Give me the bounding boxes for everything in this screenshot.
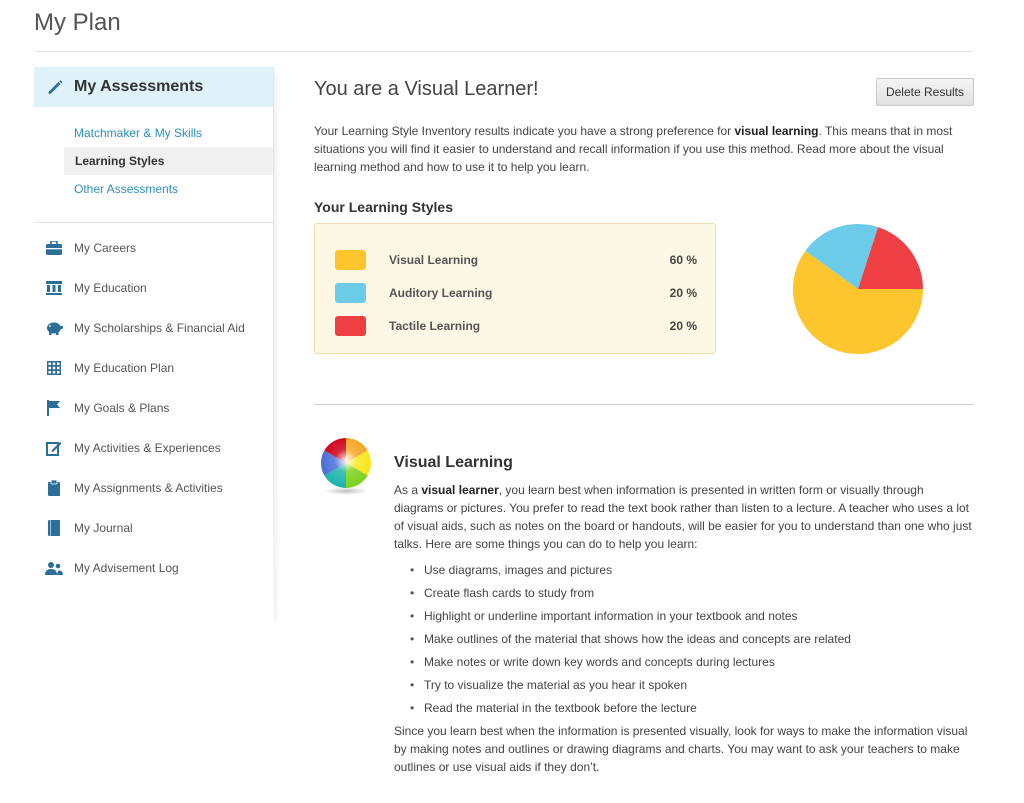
legend-swatch — [335, 283, 366, 303]
sidebar-nav: My Careers My Education My Scholarships … — [34, 228, 274, 588]
sidebar-item-label: My Education — [74, 281, 147, 295]
visual-learning-summary: Since you learn best when the informatio… — [394, 724, 968, 774]
delete-results-button[interactable]: Delete Results — [876, 78, 974, 106]
result-title: You are a Visual Learner! — [314, 78, 539, 100]
sidebar-item-my-advisement-log[interactable]: My Advisement Log — [34, 548, 274, 588]
sidebar-item-my-education-plan[interactable]: My Education Plan — [34, 348, 274, 388]
pie-slice — [793, 250, 923, 354]
sidebar-item-label: My Assignments & Activities — [74, 481, 223, 495]
assessment-subnav: Matchmaker & My Skills Learning Styles O… — [64, 119, 274, 203]
edit-icon — [45, 439, 63, 457]
sidebar-item-label: My Careers — [74, 241, 137, 255]
legend-label: Visual Learning — [389, 253, 479, 267]
description-emphasis: visual learner — [421, 483, 499, 497]
intro-text-end: . This means that in most situations you… — [314, 124, 953, 174]
legend-swatch — [335, 250, 366, 270]
legend-label: Tactile Learning — [389, 319, 481, 333]
sidebar-item-label: My Journal — [74, 521, 133, 535]
sidebar-item-label: My Education Plan — [74, 361, 175, 375]
book-icon — [45, 519, 63, 537]
sidebar: My Assessments Matchmaker & My Skills Le… — [34, 67, 274, 627]
sidebar-item-my-goals[interactable]: My Goals & Plans — [34, 388, 274, 428]
sidebar-item-label: My Goals & Plans — [74, 401, 170, 415]
subnav-matchmaker[interactable]: Matchmaker & My Skills — [74, 126, 203, 140]
visual-learning-description: As a visual learner, you learn best when… — [394, 481, 974, 553]
list-item: Read the material in the textbook before… — [410, 699, 970, 722]
legend-value: 60 % — [669, 253, 697, 267]
learning-styles-pie-chart — [793, 224, 923, 354]
sidebar-header-my-assessments[interactable]: My Assessments — [34, 67, 274, 107]
page-title: My Plan — [34, 9, 121, 36]
legend-row: Auditory Learning 20 % — [335, 282, 697, 304]
building-icon — [45, 279, 63, 297]
sidebar-item-my-activities[interactable]: My Activities & Experiences — [34, 428, 274, 468]
color-wheel-icon — [321, 438, 371, 495]
legend-label: Auditory Learning — [389, 286, 493, 300]
description-text-end: , you learn best when information is pre… — [394, 483, 972, 551]
subnav-learning-styles[interactable]: Learning Styles — [64, 147, 274, 175]
pie-slice — [858, 227, 923, 289]
legend-row: Tactile Learning 20 % — [335, 315, 697, 337]
sidebar-item-label: My Scholarships & Financial Aid — [74, 321, 245, 335]
intro-emphasis: visual learning — [734, 124, 819, 138]
users-icon — [45, 559, 63, 577]
legend-value: 20 % — [669, 286, 697, 300]
list-item: Use diagrams, images and pictures — [410, 561, 970, 584]
subnav-other-assessments[interactable]: Other Assessments — [74, 182, 179, 196]
legend-value: 20 % — [669, 319, 697, 333]
clipboard-icon — [45, 479, 63, 497]
list-item: Try to visualize the material as you hea… — [410, 676, 970, 699]
briefcase-icon — [45, 239, 63, 257]
sidebar-item-label: My Advisement Log — [74, 561, 179, 575]
intro-text: Your Learning Style Inventory results in… — [314, 124, 735, 138]
legend-swatch — [335, 316, 366, 336]
list-item: Make notes or write down key words and c… — [410, 653, 970, 676]
piggy-bank-icon — [45, 319, 63, 337]
pencil-icon — [48, 80, 63, 94]
sidebar-item-my-education[interactable]: My Education — [34, 268, 274, 308]
sidebar-item-my-assignments[interactable]: My Assignments & Activities — [34, 468, 274, 508]
sidebar-divider — [34, 222, 274, 223]
learning-tips-list: Use diagrams, images and pictures Create… — [410, 561, 970, 722]
sidebar-item-my-careers[interactable]: My Careers — [34, 228, 274, 268]
result-intro: Your Learning Style Inventory results in… — [314, 122, 974, 176]
learning-styles-legend: Visual Learning 60 % Auditory Learning 20 %… — [314, 223, 716, 354]
pie-slice — [805, 224, 879, 289]
legend-row: Visual Learning 60 % — [335, 249, 697, 271]
sidebar-item-label: My Activities & Experiences — [74, 441, 221, 455]
sidebar-header-label: My Assessments — [74, 78, 204, 95]
title-divider — [34, 51, 974, 52]
sidebar-item-my-scholarships[interactable]: My Scholarships & Financial Aid — [34, 308, 274, 348]
learning-styles-heading: Your Learning Styles — [314, 199, 453, 215]
description-text: As a — [394, 483, 422, 497]
sidebar-item-my-journal[interactable]: My Journal — [34, 508, 274, 548]
list-item: Highlight or underline important informa… — [410, 607, 970, 630]
section-divider — [314, 404, 974, 405]
list-item: Make outlines of the material that shows… — [410, 630, 970, 653]
visual-learning-title: Visual Learning — [394, 454, 513, 471]
calendar-grid-icon — [45, 359, 63, 377]
flag-icon — [45, 399, 63, 417]
list-item: Create flash cards to study from — [410, 584, 970, 607]
